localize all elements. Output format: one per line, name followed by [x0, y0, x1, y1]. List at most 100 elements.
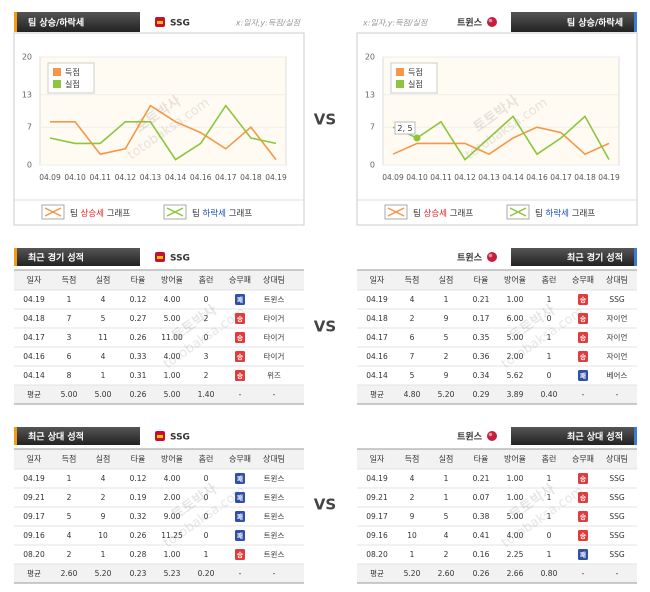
x-tick-label: 04.14 [165, 173, 187, 182]
column-header: 타율 [131, 455, 146, 464]
legend-swatch [53, 80, 61, 88]
table-cell: 9 [410, 512, 415, 521]
result: 승 [580, 314, 586, 323]
result-icon [578, 511, 588, 522]
vs-label: VS [314, 111, 336, 129]
table-cell: 08.20 [23, 550, 45, 559]
average-row [357, 564, 637, 583]
table-cell: 1.00 [164, 371, 181, 380]
table-cell: 04.19 [23, 295, 45, 304]
table-cell: 평균 [370, 568, 384, 578]
column-header: 실점 [439, 275, 454, 285]
table-cell: 0.40 [541, 390, 558, 399]
result: 승 [580, 333, 586, 342]
table-cell: 9 [444, 314, 449, 323]
table-cell: 04.14 [23, 371, 45, 380]
result-icon [235, 530, 245, 541]
legend-swatch [396, 80, 404, 88]
table-cell: 트윈스 [264, 550, 285, 559]
legend-label: 실점 [408, 79, 423, 89]
result: 승 [237, 550, 243, 559]
result: 패 [237, 295, 243, 304]
table-cell: 1.00 [507, 295, 524, 304]
graph-legend: 팀 하락세 그래프 [535, 208, 595, 219]
column-header: 득점 [405, 454, 420, 464]
table-cell: 9 [444, 371, 449, 380]
data-line [50, 104, 277, 161]
column-header: 실점 [96, 454, 111, 464]
table-cell: 0.07 [473, 493, 490, 502]
result: 패 [237, 512, 243, 521]
table-cell: - [616, 569, 619, 578]
table-cell: SSG [609, 493, 625, 502]
table-cell: 1 [547, 295, 552, 304]
table-cell: 0 [204, 474, 209, 483]
table-cell: 1 [547, 512, 552, 521]
legend-word: 상승세 [424, 208, 447, 219]
vs-label: VS [314, 496, 336, 514]
table-cell: 0.35 [473, 333, 490, 342]
average-row [357, 385, 637, 404]
legend-word: 상승세 [81, 208, 104, 219]
result-icon [235, 511, 245, 522]
tab [511, 12, 637, 32]
legend-icon [166, 207, 184, 217]
table-cell: 타이거 [264, 313, 285, 323]
table-cell: 0.21 [473, 474, 490, 483]
table-cell: - [273, 569, 276, 578]
table-cell: 0.41 [473, 531, 490, 540]
x-tick-label: 04.12 [115, 173, 137, 182]
x-tick-label: 04.19 [598, 173, 620, 182]
table-cell: 04.19 [23, 474, 45, 483]
tab-title: 팀 상승/하락세 [28, 17, 84, 29]
table-cell: 0 [204, 295, 209, 304]
table-cell: 3 [204, 352, 209, 361]
result: 승 [580, 531, 586, 540]
x-tick-label: 04.10 [406, 173, 428, 182]
table-cell: 베어스 [607, 370, 628, 380]
table-cell: 5 [101, 314, 106, 323]
table-cell: 11.25 [161, 531, 183, 540]
table-cell: 10 [407, 531, 417, 540]
result: 패 [237, 474, 243, 483]
table-cell: 1.00 [507, 474, 524, 483]
table-cell: 트윈스 [264, 295, 285, 304]
tab [14, 12, 140, 32]
table-cell: 5.20 [404, 569, 421, 578]
data-line [392, 126, 610, 156]
table-cell: 4.00 [507, 531, 524, 540]
table-cell: 9.00 [164, 512, 181, 521]
team-logo [157, 256, 163, 259]
table-cell: 1 [547, 550, 552, 559]
table-cell: 0.21 [473, 295, 490, 304]
table-cell: 1 [204, 550, 209, 559]
table-cell: 2 [204, 314, 209, 323]
table-cell: 0 [204, 531, 209, 540]
team-logo [487, 17, 497, 27]
result: 승 [237, 314, 243, 323]
result: 패 [237, 531, 243, 540]
tab-accent [634, 248, 637, 266]
table-cell: 0 [204, 333, 209, 342]
table-cell: 2.60 [61, 569, 78, 578]
column-header: 타율 [131, 276, 146, 285]
table-cell: 2.25 [507, 550, 524, 559]
column-header: 상대팀 [263, 275, 285, 285]
table-header [357, 449, 637, 469]
result: 패 [580, 550, 586, 559]
table-cell: 평균 [27, 568, 41, 578]
table-cell: 0 [204, 493, 209, 502]
result: 승 [237, 371, 243, 380]
column-header: 일자 [370, 455, 385, 464]
team-name: 트윈스 [457, 431, 483, 443]
legend-label: 득점 [408, 67, 423, 77]
vs-label: VS [314, 318, 336, 336]
result: 승 [237, 352, 243, 361]
table-cell: 4 [444, 531, 449, 540]
average-row [14, 564, 304, 583]
table-header [14, 270, 304, 290]
x-tick-label: 04.18 [240, 173, 262, 182]
table-cell: 0.12 [130, 474, 147, 483]
team-logo [488, 432, 493, 437]
